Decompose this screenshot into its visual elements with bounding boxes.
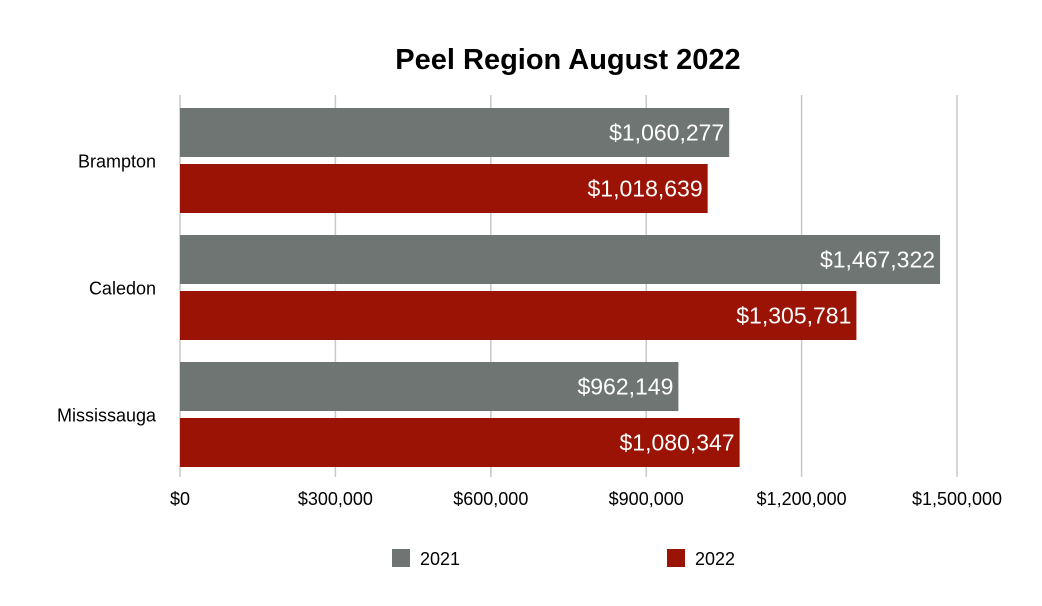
bar-brampton-2021 <box>180 108 730 157</box>
category-label-caledon: Caledon <box>89 279 156 299</box>
data-label-mississauga-2022: $1,080,347 <box>619 430 734 456</box>
category-labels: Brampton Caledon Mississauga <box>57 152 157 426</box>
category-label-mississauga: Mississauga <box>57 406 157 426</box>
bar-brampton-2022 <box>180 164 708 213</box>
x-tick-label-4: $1,200,000 <box>757 489 847 509</box>
bar-caledon-2022 <box>180 291 857 340</box>
legend-swatch-2022 <box>667 549 685 567</box>
bar-caledon-2021 <box>180 235 941 284</box>
x-tick-labels: $0 $300,000 $600,000 $900,000 $1,200,000 $1,5… <box>170 489 1002 509</box>
bar-mississauga-2022 <box>180 418 740 467</box>
legend-label-2021: 2021 <box>420 549 460 569</box>
legend-label-2022: 2022 <box>695 549 735 569</box>
x-tick-label-1: $300,000 <box>298 489 373 509</box>
legend: 2021 2022 <box>392 549 735 569</box>
data-label-mississauga-2021: $962,149 <box>577 374 673 400</box>
data-label-brampton-2022: $1,018,639 <box>588 176 703 202</box>
x-tick-label-5: $1,500,000 <box>912 489 1002 509</box>
chart-title: Peel Region August 2022 <box>395 44 740 76</box>
data-label-caledon-2022: $1,305,781 <box>736 303 851 329</box>
data-label-caledon-2021: $1,467,322 <box>820 247 935 273</box>
x-tick-label-0: $0 <box>170 489 190 509</box>
x-tick-label-2: $600,000 <box>453 489 528 509</box>
bar-mississauga-2021 <box>180 362 679 411</box>
gridlines <box>179 95 958 477</box>
data-label-brampton-2021: $1,060,277 <box>609 120 724 146</box>
bars: $1,060,277 $1,018,639 $1,467,322 $1,305,781… <box>180 108 941 467</box>
x-tick-label-3: $900,000 <box>609 489 684 509</box>
legend-swatch-2021 <box>392 549 410 567</box>
category-label-brampton: Brampton <box>78 152 156 172</box>
